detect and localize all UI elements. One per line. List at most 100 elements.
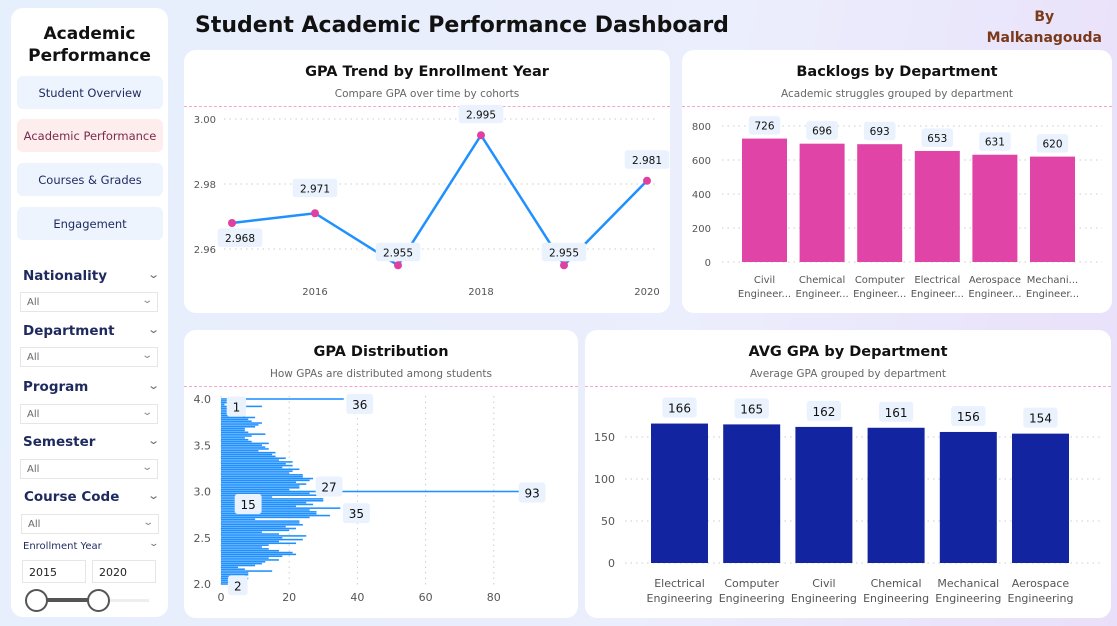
x-tick-label: Engineering xyxy=(647,592,713,605)
x-tick-label: Engineer... xyxy=(738,289,791,300)
histogram-bar xyxy=(221,429,245,432)
chevron-down-icon[interactable]: ⌄ xyxy=(146,323,160,336)
chevron-down-icon[interactable]: ⌄ xyxy=(148,539,160,549)
program-value: All xyxy=(27,409,40,420)
histogram-bar xyxy=(221,453,273,456)
x-tick-label: 60 xyxy=(419,591,433,604)
data-label-bg xyxy=(1036,134,1069,153)
chart-title: Backlogs by Department xyxy=(796,64,998,80)
histogram-bar xyxy=(221,437,245,439)
x-tick-label: 40 xyxy=(350,591,364,604)
histogram-bar xyxy=(221,572,249,574)
chevron-down-icon[interactable]: ⌄ xyxy=(146,489,160,502)
nav-engagement[interactable]: Engagement xyxy=(17,207,163,240)
divider xyxy=(585,386,1111,387)
filter-label-department: Department xyxy=(23,323,115,339)
divider xyxy=(184,106,670,107)
backlogs-panel: Backlogs by Department Academic struggle… xyxy=(682,50,1112,313)
data-label-bg xyxy=(734,398,769,419)
chevron-down-icon[interactable]: ⌄ xyxy=(146,434,160,447)
chart-subtitle: Average GPA grouped by department xyxy=(749,368,947,380)
department-value: All xyxy=(27,352,40,363)
histogram-bar xyxy=(221,477,314,480)
semester-dropdown[interactable]: All ⌄ xyxy=(20,459,158,479)
data-label: 165 xyxy=(740,402,763,416)
x-tick-label: 20 xyxy=(282,591,296,604)
course-code-dropdown[interactable]: All ⌄ xyxy=(21,514,159,534)
bar xyxy=(972,154,1018,262)
histogram-bar xyxy=(221,553,297,556)
data-label: 693 xyxy=(870,126,890,138)
chevron-down-icon: ⌄ xyxy=(140,295,153,306)
histogram-bar xyxy=(221,455,276,458)
data-label: 166 xyxy=(668,402,691,416)
histogram-bar xyxy=(221,424,259,426)
histogram-bar xyxy=(221,529,290,532)
histogram-bar xyxy=(221,573,249,576)
x-tick-label: 80 xyxy=(487,591,501,604)
data-label-bg xyxy=(1023,407,1058,428)
data-label-bg xyxy=(217,228,263,247)
chevron-down-icon[interactable]: ⌄ xyxy=(146,268,160,281)
gpa-distribution-panel: GPA Distribution How GPAs are distribute… xyxy=(184,330,578,618)
histogram-bar xyxy=(221,403,225,406)
data-label-bg xyxy=(292,178,338,198)
data-label: 154 xyxy=(1029,412,1052,426)
x-tick-label: Electrical xyxy=(914,275,960,286)
x-tick-label: 2018 xyxy=(468,287,493,298)
histogram-bar xyxy=(221,503,314,506)
histogram-bar xyxy=(221,531,262,533)
data-point xyxy=(394,261,402,270)
enrollment-year-to-input[interactable]: 2020 xyxy=(92,560,156,583)
data-label-bg xyxy=(342,503,370,524)
histogram-bar xyxy=(221,527,297,530)
bar xyxy=(914,150,960,262)
data-label-bg xyxy=(375,242,421,262)
data-label: 2.995 xyxy=(466,109,496,121)
year-slider-min-handle[interactable] xyxy=(25,589,48,612)
department-dropdown[interactable]: All ⌄ xyxy=(20,347,158,367)
x-tick-label: Chemical xyxy=(799,275,845,286)
y-tick-label: 200 xyxy=(692,224,711,235)
histogram-bar xyxy=(221,522,300,524)
chart-subtitle: Compare GPA over time by cohorts xyxy=(334,88,520,100)
data-label-bg xyxy=(806,400,842,421)
nav-student-overview[interactable]: Student Overview xyxy=(17,76,163,109)
enrollment-year-from-input[interactable]: 2015 xyxy=(22,560,86,583)
x-tick-label: Engineer... xyxy=(853,289,906,300)
histogram-bar xyxy=(221,555,283,558)
histogram-bar xyxy=(221,549,279,552)
histogram-bar xyxy=(221,509,310,511)
chevron-down-icon[interactable]: ⌄ xyxy=(146,379,160,392)
data-label-bg xyxy=(624,150,670,169)
histogram-bar xyxy=(221,459,279,461)
histogram-bar xyxy=(221,425,256,428)
x-tick-label: Engineer... xyxy=(911,289,964,300)
histogram-bar xyxy=(221,483,307,485)
histogram-bar xyxy=(221,492,310,495)
histogram-bar xyxy=(221,568,245,570)
histogram-bar xyxy=(221,542,297,545)
x-tick-label: Aerospace xyxy=(1012,577,1070,590)
x-tick-label: Aerospace xyxy=(969,275,1021,286)
x-tick-label: Mechani... xyxy=(1027,275,1078,286)
y-tick-label: 2.98 xyxy=(194,180,216,191)
nationality-dropdown[interactable]: All ⌄ xyxy=(20,292,158,312)
semester-value: All xyxy=(27,464,40,475)
nav-academic-performance[interactable]: Academic Performance xyxy=(17,119,163,152)
histogram-bar xyxy=(221,579,228,582)
data-label: 93 xyxy=(524,487,539,501)
nav-courses-grades[interactable]: Courses & Grades xyxy=(17,163,163,196)
x-tick-label: Engineering xyxy=(719,592,785,605)
program-dropdown[interactable]: All ⌄ xyxy=(20,404,158,424)
y-tick-label: 100 xyxy=(594,473,615,486)
histogram-bar xyxy=(221,512,317,515)
data-label: 27 xyxy=(321,481,336,495)
data-label: 36 xyxy=(352,398,367,412)
page-title: Student Academic Performance Dashboard xyxy=(195,13,729,38)
histogram-bar xyxy=(221,440,252,443)
data-label: 2.955 xyxy=(549,247,579,259)
year-slider-max-handle[interactable] xyxy=(87,589,110,612)
chevron-down-icon: ⌄ xyxy=(140,350,153,361)
chevron-down-icon: ⌄ xyxy=(141,517,154,528)
